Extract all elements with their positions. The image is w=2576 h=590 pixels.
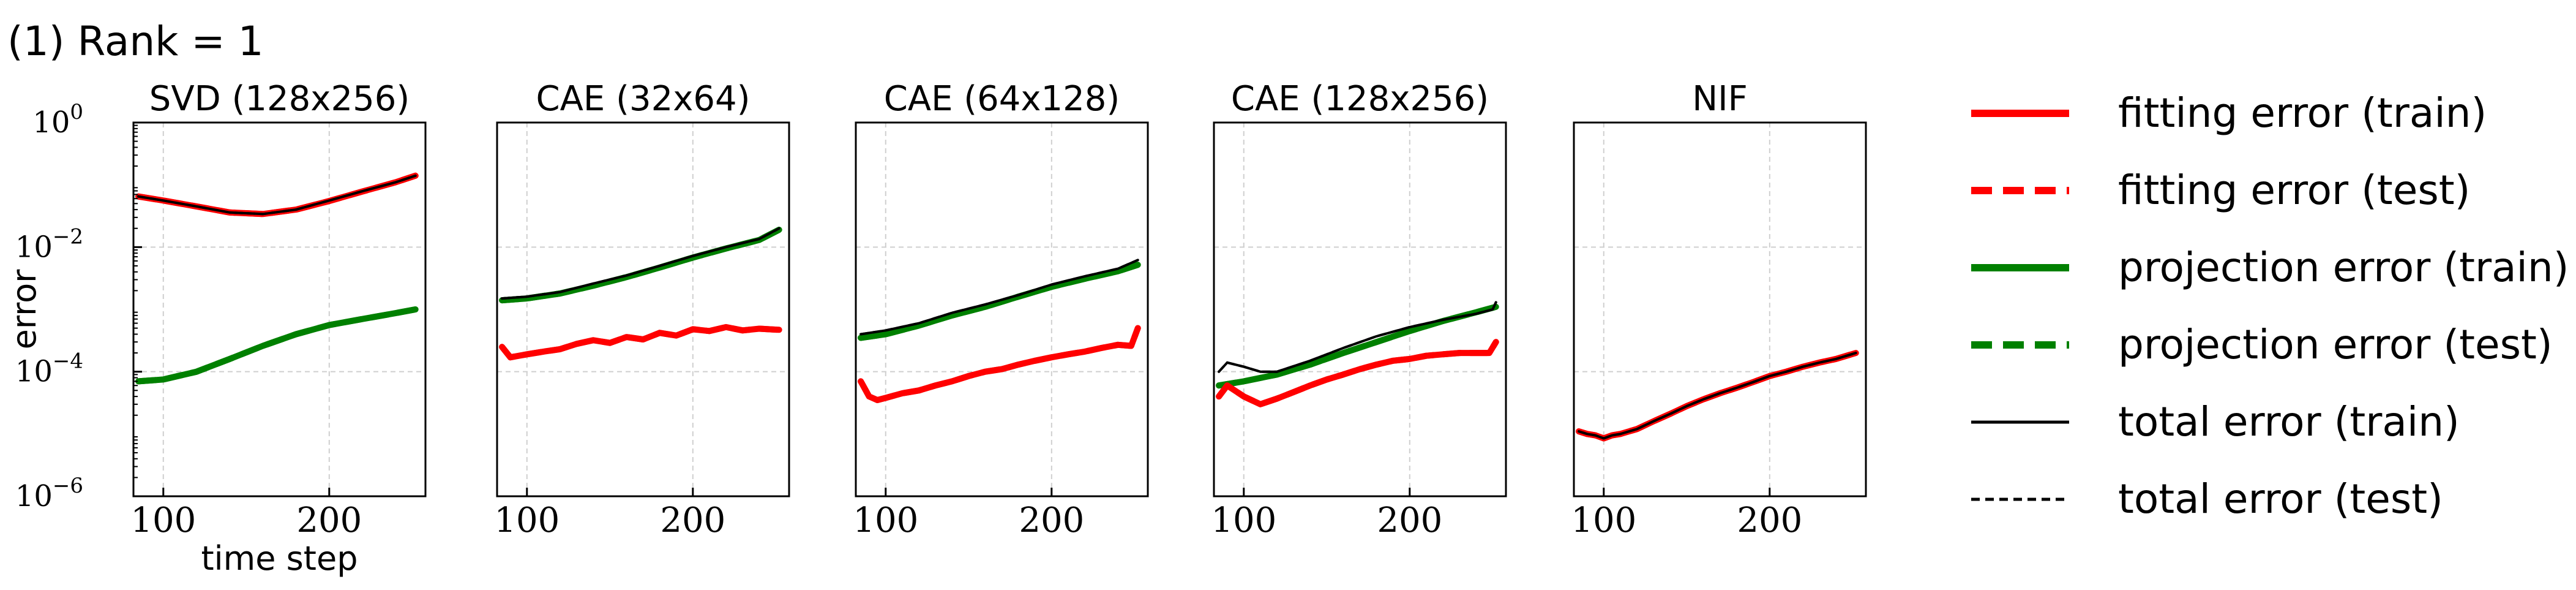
x-axis-label: time step <box>201 539 358 578</box>
panel-title: CAE (32x64) <box>536 79 751 119</box>
series-total-error-test <box>1218 301 1497 373</box>
x-tick-label: 200 <box>1737 501 1802 540</box>
figure-title: (1) Rank = 1 <box>7 18 264 65</box>
axes-frame <box>1213 121 1507 497</box>
panel-5: 100 200 NIF <box>1571 79 1867 540</box>
panel-3: 100 200 CAE (64x128) <box>853 79 1149 540</box>
series-total-error-train <box>501 227 781 300</box>
axes-frame <box>496 121 790 497</box>
series-fitting-error-train <box>135 172 419 217</box>
y-axis-label: error <box>5 269 43 350</box>
series-total-error-test <box>137 174 417 216</box>
panel-title: CAE (64x128) <box>884 79 1120 119</box>
legend-label: projection error (test) <box>2118 321 2553 368</box>
series-total-error-train <box>137 174 417 216</box>
series-fitting-error-test <box>499 323 782 361</box>
axes-frame <box>855 121 1149 497</box>
panel-title: NIF <box>1692 79 1748 119</box>
legend-entry: total error (test) <box>1971 475 2443 523</box>
legend-entry: projection error (test) <box>1971 321 2553 368</box>
series-projection-error-test <box>135 306 419 385</box>
legend-entry: total error (train) <box>1971 398 2460 445</box>
series-fitting-error-test <box>1216 339 1499 407</box>
legend-label: projection error (train) <box>2118 244 2569 291</box>
legend-entry: projection error (train) <box>1971 244 2569 291</box>
legend-entry: fitting error (train) <box>1971 89 2487 137</box>
panels: 100 200 100 10−2 10−4 10−6 SVD (128x256) time s… <box>5 79 1867 578</box>
legend-label: fitting error (train) <box>2118 89 2487 137</box>
series-fitting-error-test <box>858 325 1141 403</box>
x-tick-label: 100 <box>1571 501 1636 540</box>
series-total-error-test <box>859 259 1139 336</box>
x-tick-label: 200 <box>660 501 725 540</box>
x-tick-label: 100 <box>130 501 196 540</box>
series-projection-error-test <box>858 262 1141 341</box>
series-projection-error-train <box>135 306 419 385</box>
panel-title: CAE (128x256) <box>1231 79 1489 119</box>
x-tick-label: 100 <box>1211 501 1276 540</box>
panel-title: SVD (128x256) <box>149 79 410 119</box>
series-fitting-error-train <box>858 325 1141 403</box>
legend-label: fitting error (test) <box>2118 167 2470 214</box>
series-projection-error-test <box>499 227 782 304</box>
series-total-error-train <box>859 259 1139 336</box>
x-tick-label: 200 <box>1019 501 1084 540</box>
series-projection-error-train <box>499 227 782 304</box>
legend-label: total error (train) <box>2118 398 2460 445</box>
y-tick-label: 100 <box>32 100 83 140</box>
x-tick-label: 100 <box>494 501 560 540</box>
panel-4: 100 200 CAE (128x256) <box>1211 79 1507 540</box>
legend-entry: fitting error (test) <box>1971 167 2470 214</box>
x-tick-label: 200 <box>296 501 362 540</box>
panel-2: 100 200 CAE (32x64) <box>494 79 790 540</box>
y-tick-label: 10−4 <box>15 349 83 389</box>
series-fitting-error-test <box>1576 350 1859 442</box>
x-tick-label: 200 <box>1377 501 1442 540</box>
axes-frame <box>132 121 427 497</box>
series-total-error-test <box>501 227 781 300</box>
y-tick-label: 10−6 <box>15 474 83 513</box>
panel-1: 100 200 100 10−2 10−4 10−6 SVD (128x256) time s… <box>5 79 427 578</box>
series-total-error-train <box>1218 301 1497 373</box>
series-fitting-error-test <box>135 172 419 217</box>
y-tick-label: 10−2 <box>15 224 83 264</box>
series-total-error-test <box>1578 352 1857 440</box>
legend-label: total error (test) <box>2118 475 2443 523</box>
axes-frame <box>1573 121 1867 497</box>
legend: fitting error (train) fitting error (test… <box>1971 89 2569 523</box>
x-tick-label: 100 <box>853 501 918 540</box>
